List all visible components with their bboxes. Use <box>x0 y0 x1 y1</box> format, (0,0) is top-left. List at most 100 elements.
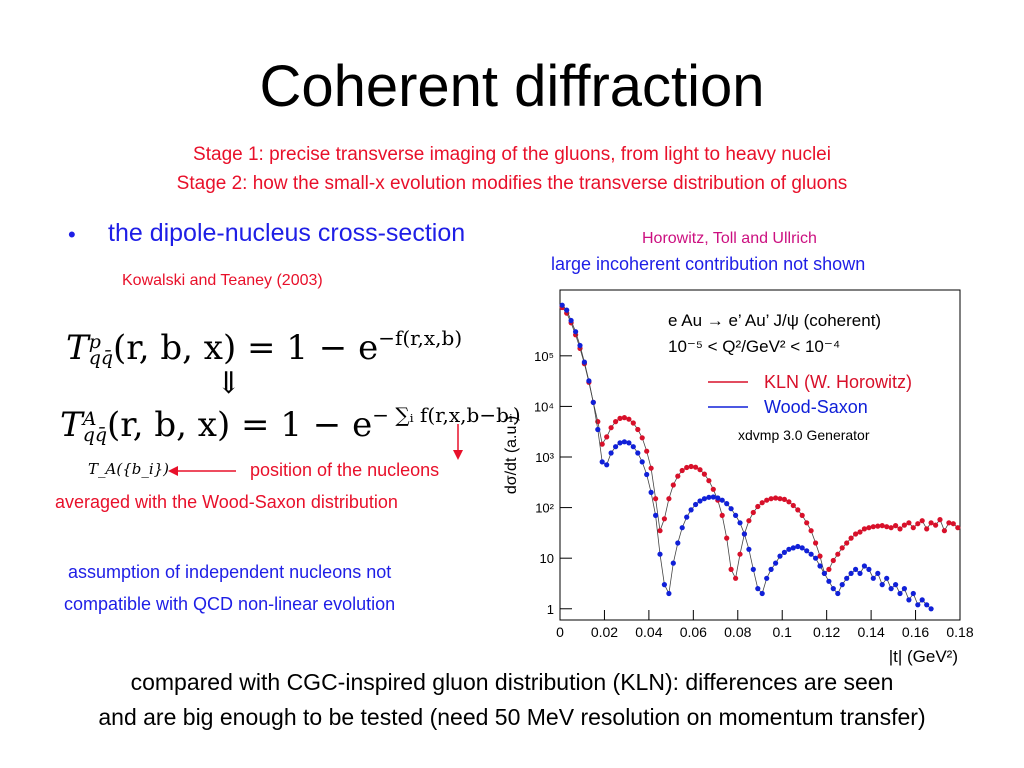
data-point <box>897 590 903 597</box>
data-point <box>857 570 863 576</box>
data-point <box>950 521 956 527</box>
data-point <box>661 582 667 588</box>
data-point <box>590 399 596 405</box>
annotation-q2range: 10⁻⁵ < Q²/GeV² < 10⁻⁴ <box>668 337 840 356</box>
annotation-process: e Au → e’ Au’ J/ψ (coherent) <box>668 311 881 330</box>
data-point <box>884 575 890 581</box>
data-point <box>826 566 832 572</box>
data-point <box>813 555 819 561</box>
data-point <box>853 531 859 537</box>
data-point <box>666 590 672 597</box>
x-tick-label: 0.02 <box>591 624 618 640</box>
data-point <box>795 507 801 513</box>
data-point <box>839 545 845 551</box>
data-point <box>617 440 623 446</box>
data-point <box>817 563 823 569</box>
data-point <box>724 501 730 507</box>
data-point <box>848 570 854 576</box>
data-point <box>621 439 627 445</box>
data-point <box>635 450 641 456</box>
data-point <box>746 518 752 524</box>
data-point <box>946 520 952 526</box>
data-point <box>581 359 587 365</box>
data-point <box>808 528 814 534</box>
data-point <box>879 582 885 588</box>
data-point <box>746 546 752 552</box>
data-point <box>639 459 645 465</box>
y-tick-label: 10⁵ <box>534 349 554 364</box>
x-tick-label: 0.12 <box>813 624 840 640</box>
x-tick-label: 0 <box>556 624 564 640</box>
data-point <box>750 509 756 516</box>
data-point <box>599 441 605 447</box>
legend-kln: KLN (W. Horowitz) <box>764 372 912 392</box>
data-point <box>657 551 663 557</box>
data-point <box>608 450 614 456</box>
data-point <box>830 586 836 592</box>
data-point <box>684 464 690 471</box>
data-point <box>906 520 912 526</box>
data-point <box>861 563 867 569</box>
data-point <box>928 520 934 526</box>
data-point <box>870 524 876 530</box>
data-point <box>901 586 907 592</box>
data-point <box>821 570 827 576</box>
data-point <box>710 494 716 500</box>
data-point <box>826 578 832 584</box>
data-point <box>675 540 681 546</box>
data-point <box>799 512 805 518</box>
diffraction-chart: 0 0.02 0.04 0.06 0.08 0.1 0.12 0.14 0.16 0.18 1 10… <box>503 289 974 666</box>
data-point <box>919 597 925 603</box>
data-point <box>604 434 610 440</box>
data-point <box>701 471 707 477</box>
data-point <box>884 524 890 530</box>
data-point <box>706 478 712 484</box>
data-point <box>586 378 592 384</box>
data-point <box>728 566 734 572</box>
data-point <box>781 496 787 502</box>
data-point <box>710 486 716 492</box>
eq2-sub: qq̄ <box>82 424 108 446</box>
data-point <box>835 551 841 557</box>
data-point <box>804 520 810 526</box>
data-point <box>759 590 765 597</box>
data-point <box>764 497 770 503</box>
data-point <box>595 426 601 433</box>
data-point <box>688 463 694 470</box>
y-tick-label: 1 <box>547 602 554 617</box>
data-point <box>786 499 792 505</box>
eq1-sup: p <box>88 331 101 353</box>
data-point <box>795 543 801 550</box>
y-tick-label: 10 <box>540 551 554 566</box>
data-point <box>755 503 761 510</box>
data-point <box>626 440 632 446</box>
data-point <box>866 566 872 572</box>
data-point <box>817 553 823 559</box>
data-point <box>666 496 672 502</box>
data-point <box>768 496 774 502</box>
stage2-text: Stage 2: how the small-x evolution modif… <box>176 173 848 194</box>
data-point <box>888 525 894 531</box>
legend-woodsaxon: Wood-Saxon <box>764 397 868 417</box>
data-point <box>599 459 605 465</box>
data-point <box>955 525 961 531</box>
data-point <box>768 566 774 572</box>
x-tick-label: 0.14 <box>857 624 884 640</box>
data-point <box>906 597 912 603</box>
data-point <box>701 496 707 502</box>
data-point <box>675 473 681 479</box>
data-point <box>693 501 699 508</box>
data-point <box>661 516 667 522</box>
data-point <box>808 551 814 557</box>
averaged-woodsaxon-text: averaged with the Wood-Saxon distributio… <box>55 492 398 512</box>
eq2-args: (r, b, x) = 1 − e <box>107 405 373 445</box>
data-point <box>573 329 579 335</box>
data-point <box>564 307 570 313</box>
data-point <box>644 471 650 478</box>
data-point <box>657 528 663 534</box>
data-point <box>897 526 903 532</box>
data-point <box>630 420 636 426</box>
eq2-sup: A <box>82 408 97 430</box>
data-point <box>630 444 636 450</box>
